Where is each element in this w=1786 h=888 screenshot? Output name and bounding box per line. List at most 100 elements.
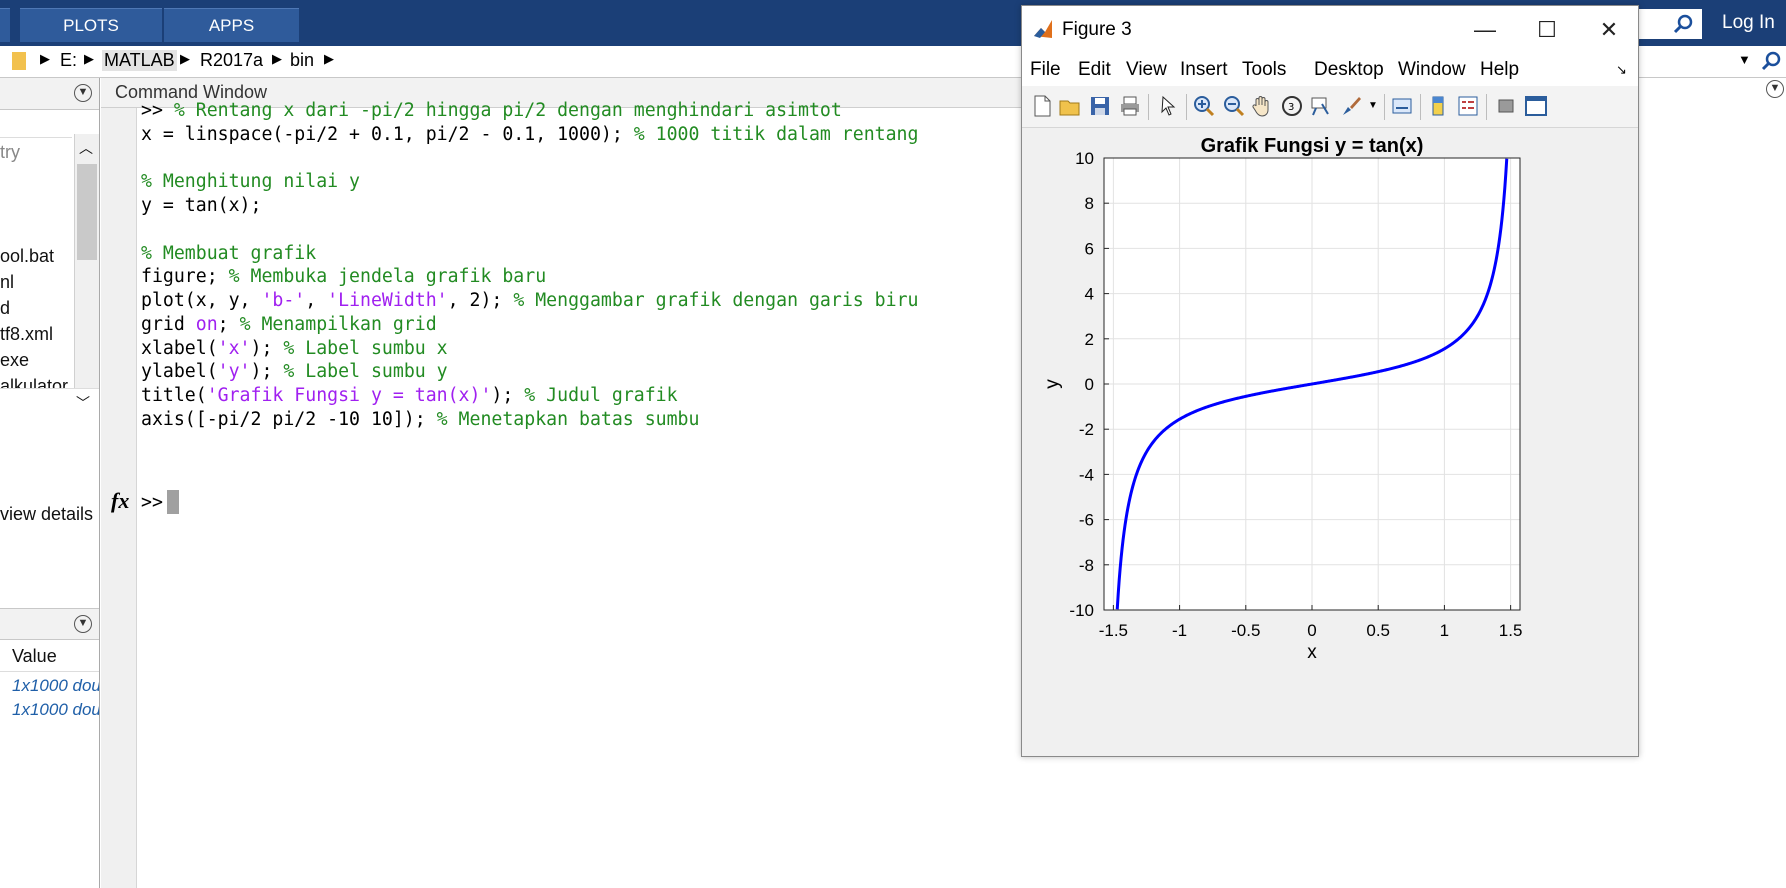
workspace-value[interactable]: 1x1000 dou [12, 700, 100, 719]
command-line: ylabel('y'); % Label sumbu y [141, 361, 448, 382]
command-window-title: Command Window [101, 78, 1021, 108]
breadcrumb-drive[interactable]: E: [60, 50, 78, 70]
open-file-icon[interactable] [1058, 94, 1082, 118]
pan-hand-icon[interactable] [1250, 94, 1274, 118]
panel-menu-icon[interactable]: ▼ [74, 84, 92, 102]
login-button[interactable]: Log In [1722, 12, 1775, 33]
menu-insert[interactable]: Insert [1180, 59, 1228, 80]
value-column-label: Value [12, 646, 57, 666]
workspace-value[interactable]: 1x1000 dou [12, 676, 100, 695]
tan-chart[interactable]: -1.5 -1 -0.5 0 0.5 1 1.5 -10 -8 -6 -4 -2 0 2 4 6 8 10 Gra… [1022, 128, 1638, 756]
menu-window[interactable]: Window [1398, 59, 1466, 80]
command-line: x = linspace(-pi/2 + 0.1, pi/2 - 0.1, 10… [141, 124, 918, 145]
current-folder-panel-header: ▼ [0, 78, 99, 110]
command-line: % Menghitung nilai y [141, 171, 360, 192]
series-line-tan [1115, 158, 1509, 610]
x-axis-label: x [1307, 642, 1317, 663]
chevron-right-icon[interactable]: ▶ [84, 51, 94, 66]
y-tick-label: 6 [1085, 239, 1094, 258]
toolbar-separator [1486, 94, 1487, 120]
figure-toolbar: 3 ▼ [1022, 86, 1638, 128]
figure-window[interactable]: Figure 3 — ☐ ✕ File Edit View Insert Too… [1021, 5, 1639, 757]
legend-icon[interactable] [1456, 94, 1480, 118]
code-text: plot(x, y, 'b-', 'LineWidth', 2); [141, 290, 514, 311]
pointer-icon[interactable] [1156, 94, 1180, 118]
command-line: figure; % Membuka jendela grafik baru [141, 266, 546, 287]
menu-edit[interactable]: Edit [1078, 59, 1111, 80]
save-icon[interactable] [1088, 94, 1112, 118]
figure-title-bar[interactable]: Figure 3 — ☐ ✕ [1022, 6, 1638, 54]
breadcrumb-release[interactable]: R2017a [200, 50, 264, 70]
tab-edge [0, 8, 10, 42]
hide-plot-tools-icon[interactable] [1494, 94, 1518, 118]
chevron-up-icon[interactable]: ︿ [79, 140, 93, 156]
breadcrumb-bin[interactable]: bin [290, 50, 315, 70]
show-plot-tools-icon[interactable] [1524, 94, 1548, 118]
details-header[interactable]: ﹀ [0, 388, 99, 414]
code-comment: % Label sumbu x [283, 337, 448, 359]
panel-menu-icon[interactable]: ▼ [74, 615, 92, 633]
close-button[interactable]: ✕ [1599, 17, 1619, 42]
y-tick-label: 10 [1075, 149, 1094, 168]
chevron-down-icon[interactable]: ▼ [1738, 52, 1751, 67]
workspace-panel-header: ▼ [0, 608, 99, 640]
file-list-header[interactable] [0, 110, 72, 138]
code-text: title('Grafik Fungsi y = tan(x)'); [141, 385, 525, 406]
svg-text:3: 3 [1288, 102, 1294, 113]
x-tick-label: 1 [1440, 621, 1449, 640]
zoom-out-icon[interactable] [1222, 94, 1246, 118]
breadcrumb-matlab[interactable]: MATLAB [102, 50, 177, 71]
chevron-right-icon[interactable]: ▶ [40, 51, 50, 66]
file-list-item[interactable]: ool.bat [0, 246, 55, 266]
text-cursor [167, 490, 179, 514]
x-tick-label: -1.5 [1099, 621, 1128, 640]
menu-file[interactable]: File [1030, 59, 1061, 80]
tab-apps[interactable]: APPS [164, 8, 299, 42]
new-figure-icon[interactable] [1030, 94, 1054, 118]
minimize-button[interactable]: — [1474, 17, 1496, 42]
command-line: y = tan(x); [141, 195, 261, 216]
search-folder-icon[interactable] [1760, 50, 1782, 72]
code-text: figure; [141, 266, 229, 288]
file-list-item[interactable]: nl [0, 272, 15, 292]
fx-icon[interactable]: fx [111, 488, 130, 513]
toolbar-separator [1148, 94, 1149, 120]
zoom-in-icon[interactable] [1192, 94, 1216, 118]
command-window-gutter [101, 108, 137, 888]
brush-icon[interactable] [1340, 94, 1364, 118]
command-line: % Membuat grafik [141, 243, 316, 264]
file-list-item[interactable]: exe [0, 350, 30, 370]
menu-tools[interactable]: Tools [1242, 59, 1287, 80]
menu-desktop[interactable]: Desktop [1314, 59, 1384, 80]
dock-arrow-icon[interactable]: ↘ [1616, 62, 1627, 77]
toolbar-separator [1420, 94, 1421, 120]
maximize-button[interactable]: ☐ [1537, 17, 1557, 42]
rotate-3d-icon[interactable]: 3 [1280, 94, 1304, 118]
chevron-right-icon[interactable]: ▶ [272, 51, 282, 66]
chevron-right-icon[interactable]: ▶ [180, 51, 190, 66]
chevron-right-icon[interactable]: ▶ [324, 51, 334, 66]
print-icon[interactable] [1118, 94, 1142, 118]
file-list-scrollbar[interactable]: ︿ ﹀ [74, 134, 99, 414]
details-text: view details [0, 504, 94, 524]
brush-dropdown-icon[interactable]: ▼ [1368, 100, 1378, 111]
link-plot-icon[interactable] [1390, 94, 1414, 118]
tab-plots[interactable]: PLOTS [20, 8, 162, 42]
data-cursor-icon[interactable] [1308, 94, 1332, 118]
plot-area[interactable]: -1.5 -1 -0.5 0 0.5 1 1.5 -10 -8 -6 -4 -2 0 2 4 6 8 10 Gra… [1022, 128, 1638, 756]
file-list-item[interactable]: tf8.xml [0, 324, 54, 344]
file-list-item[interactable]: d [0, 298, 11, 318]
menu-help[interactable]: Help [1480, 59, 1520, 80]
x-tick-label: -1 [1172, 621, 1187, 640]
code-text: >> [141, 100, 174, 121]
menu-view[interactable]: View [1126, 59, 1167, 80]
chevron-down-icon[interactable]: ﹀ [76, 395, 90, 411]
colorbar-icon[interactable] [1426, 94, 1450, 118]
y-tick-label: -8 [1079, 556, 1094, 575]
command-prompt: >> [141, 492, 163, 513]
scrollbar-thumb[interactable] [77, 164, 97, 260]
command-window[interactable]: Command Window >> % Rentang x dari -pi/2… [101, 78, 1021, 888]
panel-menu-icon[interactable]: ▼ [1766, 80, 1784, 98]
workspace-column-header[interactable]: Value [0, 640, 99, 672]
file-list-item[interactable]: try [0, 142, 20, 162]
